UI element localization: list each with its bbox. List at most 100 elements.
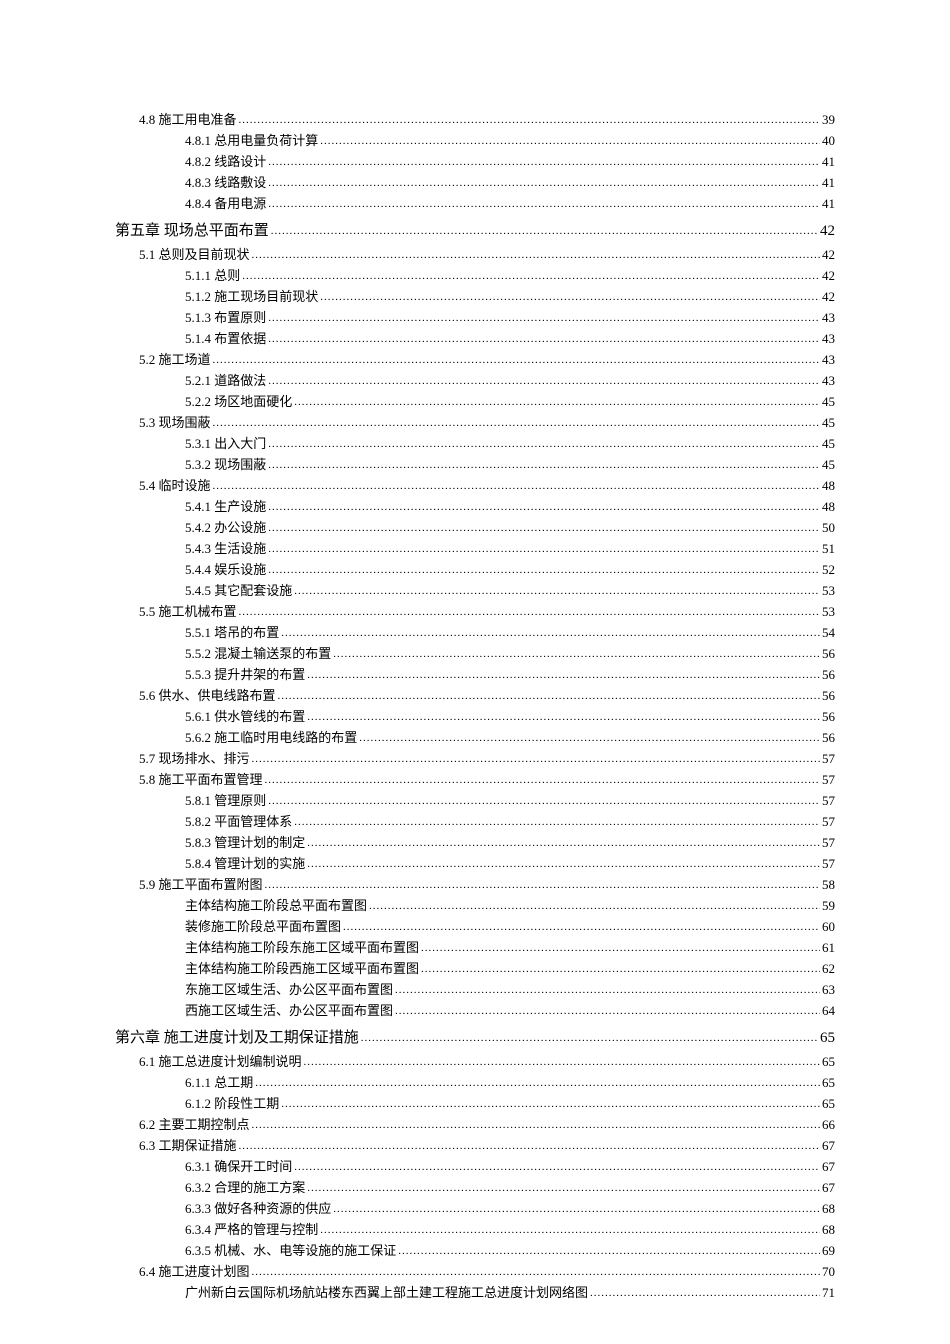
toc-label: 5.3.1 出入大门	[185, 434, 266, 454]
toc-leader-dots	[252, 1117, 820, 1134]
toc-leader-dots	[268, 457, 820, 474]
toc-leader-dots	[294, 1159, 820, 1176]
toc-leader-dots	[268, 196, 820, 213]
toc-page-number: 60	[822, 917, 835, 937]
toc-label: 5.1.4 布置依据	[185, 329, 266, 349]
toc-label: 5.5.3 提升井架的布置	[185, 665, 305, 685]
toc-entry: 5.8 施工平面布置管理57	[115, 770, 835, 790]
toc-page-number: 53	[822, 602, 835, 622]
toc-label: 5.5 施工机械布置	[139, 602, 237, 622]
toc-page-number: 69	[822, 1241, 835, 1261]
toc-entry: 5.6.2 施工临时用电线路的布置56	[115, 728, 835, 748]
toc-entry: 5.7 现场排水、排污57	[115, 749, 835, 769]
toc-label: 第六章 施工进度计划及工期保证措施	[115, 1027, 359, 1050]
toc-leader-dots	[320, 133, 820, 150]
toc-page-number: 43	[822, 350, 835, 370]
toc-leader-dots	[271, 223, 818, 240]
toc-entry: 5.3 现场围蔽 45	[115, 413, 835, 433]
toc-page-number: 67	[822, 1178, 835, 1198]
toc-page-number: 48	[822, 476, 835, 496]
toc-label: 6.3.1 确保开工时间	[185, 1157, 292, 1177]
toc-page-number: 57	[822, 791, 835, 811]
toc-leader-dots	[395, 982, 820, 999]
toc-page-number: 62	[822, 959, 835, 979]
toc-label: 5.5.2 混凝土输送泵的布置	[185, 644, 331, 664]
toc-entry: 5.5.1 塔吊的布置54	[115, 623, 835, 643]
toc-leader-dots	[307, 835, 820, 852]
toc-label: 主体结构施工阶段东施工区域平面布置图	[185, 938, 419, 958]
toc-label: 装修施工阶段总平面布置图	[185, 917, 341, 937]
toc-label: 6.1 施工总进度计划编制说明	[139, 1052, 302, 1072]
toc-label: 5.2 施工场道	[139, 350, 211, 370]
toc-label: 5.4.5 其它配套设施	[185, 581, 292, 601]
toc-label: 东施工区域生活、办公区平面布置图	[185, 980, 393, 1000]
toc-entry: 5.4.4 娱乐设施52	[115, 560, 835, 580]
toc-leader-dots	[268, 154, 820, 171]
toc-leader-dots	[333, 646, 820, 663]
toc-leader-dots	[281, 1096, 820, 1113]
toc-leader-dots	[395, 1003, 820, 1020]
toc-entry: 6.1.1 总工期65	[115, 1073, 835, 1093]
toc-page-number: 41	[822, 152, 835, 172]
toc-page-number: 41	[822, 173, 835, 193]
toc-entry: 5.4.1 生产设施48	[115, 497, 835, 517]
toc-entry: 5.6 供水、供电线路布置 56	[115, 686, 835, 706]
toc-page-number: 58	[822, 875, 835, 895]
toc-page-number: 41	[822, 194, 835, 214]
toc-entry: 5.5.2 混凝土输送泵的布置56	[115, 644, 835, 664]
toc-label: 5.8 施工平面布置管理	[139, 770, 263, 790]
toc-page-number: 67	[822, 1157, 835, 1177]
toc-label: 5.2.1 道路做法	[185, 371, 266, 391]
toc-entry: 装修施工阶段总平面布置图 60	[115, 917, 835, 937]
toc-label: 5.2.2 场区地面硬化	[185, 392, 292, 412]
toc-leader-dots	[307, 709, 820, 726]
toc-entry: 6.1 施工总进度计划编制说明65	[115, 1052, 835, 1072]
toc-leader-dots	[239, 604, 820, 621]
toc-page-number: 45	[822, 413, 835, 433]
toc-label: 4.8.4 备用电源	[185, 194, 266, 214]
toc-entry: 5.4.3 生活设施51	[115, 539, 835, 559]
toc-page-number: 65	[820, 1027, 835, 1050]
toc-page-number: 53	[822, 581, 835, 601]
toc-entry: 6.3.2 合理的施工方案67	[115, 1178, 835, 1198]
toc-entry: 东施工区域生活、办公区平面布置图63	[115, 980, 835, 1000]
toc-label: 4.8.1 总用电量负荷计算	[185, 131, 318, 151]
toc-leader-dots	[361, 1030, 818, 1047]
toc-entry: 5.5 施工机械布置 53	[115, 602, 835, 622]
toc-label: 主体结构施工阶段西施工区域平面布置图	[185, 959, 419, 979]
toc-entry: 4.8 施工用电准备39	[115, 110, 835, 130]
toc-entry: 5.1.3 布置原则 43	[115, 308, 835, 328]
toc-label: 6.1.1 总工期	[185, 1073, 253, 1093]
toc-page-number: 43	[822, 308, 835, 328]
toc-label: 5.8.4 管理计划的实施	[185, 854, 305, 874]
toc-entry: 6.3.1 确保开工时间 67	[115, 1157, 835, 1177]
toc-entry: 5.4.5 其它配套设施 53	[115, 581, 835, 601]
toc-page-number: 56	[822, 728, 835, 748]
toc-entry: 5.6.1 供水管线的布置56	[115, 707, 835, 727]
toc-entry: 5.2 施工场道 43	[115, 350, 835, 370]
toc-entry: 主体结构施工阶段东施工区域平面布置图 61	[115, 938, 835, 958]
toc-page-number: 56	[822, 686, 835, 706]
toc-leader-dots	[369, 898, 820, 915]
toc-label: 6.3 工期保证措施	[139, 1136, 237, 1156]
toc-page-number: 42	[820, 220, 835, 243]
table-of-contents: 4.8 施工用电准备394.8.1 总用电量负荷计算404.8.2 线路设计41…	[115, 110, 835, 1303]
toc-page-number: 61	[822, 938, 835, 958]
toc-entry: 5.8.1 管理原则57	[115, 791, 835, 811]
toc-page-number: 57	[822, 812, 835, 832]
toc-label: 6.3.4 严格的管理与控制	[185, 1220, 318, 1240]
toc-entry: 6.2 主要工期控制点66	[115, 1115, 835, 1135]
toc-label: 5.6 供水、供电线路布置	[139, 686, 276, 706]
toc-leader-dots	[268, 331, 820, 348]
toc-leader-dots	[213, 415, 820, 432]
toc-page-number: 68	[822, 1199, 835, 1219]
toc-page-number: 42	[822, 266, 835, 286]
toc-label: 5.1.3 布置原则	[185, 308, 266, 328]
toc-leader-dots	[252, 1264, 820, 1281]
toc-label: 6.2 主要工期控制点	[139, 1115, 250, 1135]
toc-leader-dots	[359, 730, 820, 747]
toc-label: 5.4.4 娱乐设施	[185, 560, 266, 580]
toc-page-number: 42	[822, 287, 835, 307]
toc-label: 5.3 现场围蔽	[139, 413, 211, 433]
toc-leader-dots	[268, 562, 820, 579]
